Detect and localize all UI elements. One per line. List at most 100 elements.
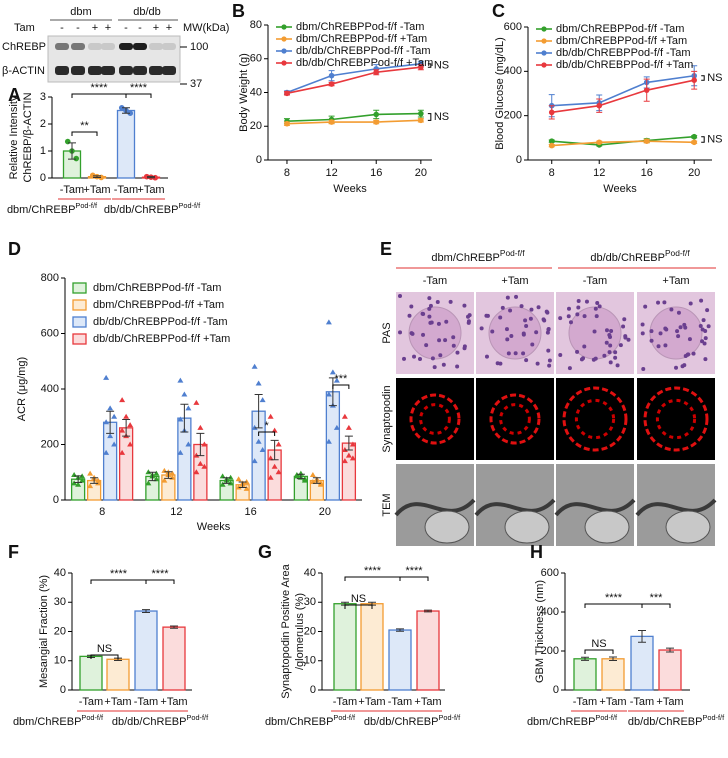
blot-lane-label: + [92, 22, 98, 34]
error-bar [170, 625, 178, 629]
nucleus [398, 330, 403, 335]
significance-label: **** [151, 568, 169, 580]
mw-value: 37 [190, 78, 202, 90]
x-tick-label: +Tam [83, 184, 110, 196]
nucleus [504, 327, 509, 332]
y-tick-label: 0 [256, 154, 262, 166]
nucleus [451, 343, 456, 348]
significance-bracket [145, 579, 175, 584]
error-bar [609, 656, 617, 662]
error-bar [328, 377, 337, 407]
legend-marker [281, 60, 287, 66]
data-point [219, 473, 226, 479]
data-point [333, 424, 340, 430]
error-bar [164, 471, 173, 479]
y-tick-label: 600 [504, 21, 522, 33]
error-bar [196, 432, 205, 457]
data-point [197, 460, 204, 466]
data-point [259, 397, 266, 403]
x-tick-label: -Tam [114, 184, 138, 196]
group-label: dbm/ChREBPPod-f/f [13, 713, 104, 728]
data-point [341, 458, 348, 464]
nucleus [495, 361, 500, 366]
significance-bracket [344, 604, 373, 609]
nucleus [568, 320, 573, 325]
x-tick-label: 16 [370, 167, 382, 179]
data-point [259, 447, 266, 453]
micrograph [556, 378, 634, 460]
y-axis-label: ACR (μg/mg) [16, 357, 28, 421]
x-tick-label: 8 [99, 506, 105, 518]
data-point [255, 380, 262, 386]
panel-label: G [258, 542, 272, 562]
data-point [169, 470, 176, 476]
nucleus [443, 338, 448, 343]
nucleus [640, 322, 645, 327]
nucleus [545, 330, 550, 335]
y-tick-label: 20 [304, 625, 316, 637]
data-point [548, 109, 555, 116]
group-label: dbm/ChREBPPod-f/f [527, 713, 618, 728]
error-bar [238, 481, 247, 489]
nucleus [513, 351, 518, 356]
error-bar [296, 473, 305, 480]
podocyte-stain [562, 386, 628, 452]
x-axis-label: Weeks [333, 183, 367, 195]
nucleus [402, 356, 407, 361]
nucleus [534, 330, 539, 335]
data-point [201, 441, 208, 447]
data-point [284, 120, 290, 127]
blot-band [71, 66, 85, 75]
nucleus [698, 323, 703, 328]
series-line [286, 63, 421, 94]
error-bar [142, 609, 150, 613]
legend-swatch [72, 282, 87, 294]
blot-band [119, 66, 133, 75]
glomerulus [488, 306, 542, 360]
significance-bracket [125, 93, 152, 98]
blot-band [101, 43, 115, 50]
podocyte-stain [489, 393, 541, 445]
group-label-sup: Pod-f/f [702, 713, 725, 722]
nucleus [640, 331, 645, 336]
micrograph-column-label: -Tam [583, 275, 607, 287]
data-point [643, 138, 650, 144]
nucleus [498, 315, 503, 320]
nucleus [509, 334, 514, 339]
significance-bracket [71, 93, 127, 98]
data-point [251, 458, 258, 464]
data-point [271, 427, 278, 433]
nucleus [649, 329, 654, 334]
y-tick-label: 30 [54, 596, 66, 608]
data-point [293, 473, 300, 479]
nucleus [705, 308, 710, 313]
nucleus [702, 341, 707, 346]
legend-label: dbm/ChREBPPod-f/f -Tam [296, 21, 424, 33]
data-point [87, 470, 94, 476]
nucleus [575, 349, 580, 354]
x-tick-label: 12 [593, 167, 605, 179]
blot-lane-label: - [124, 22, 128, 34]
nucleus [528, 316, 533, 321]
nucleus [536, 305, 541, 310]
nucleus [490, 329, 495, 334]
nucleus [608, 343, 613, 348]
x-axis-label: Weeks [197, 521, 231, 533]
micrograph-column-label: -Tam [423, 275, 447, 287]
nucleus [448, 299, 453, 304]
nucleus [575, 312, 580, 317]
x-axis-label: Weeks [603, 183, 637, 195]
data-point [328, 119, 335, 125]
nucleus [674, 365, 679, 370]
legend-label: db/db/ChREBPPod-f/f +Tam [93, 333, 230, 345]
nucleus [663, 326, 668, 331]
error-bar [122, 107, 130, 114]
micrograph-column-label: +Tam [662, 275, 689, 287]
data-point [127, 110, 134, 116]
nucleus [595, 300, 600, 305]
blot-band [88, 66, 102, 75]
nucleus [427, 306, 432, 311]
data-point [341, 413, 348, 419]
nucleus [421, 332, 426, 337]
nucleus [656, 300, 661, 305]
